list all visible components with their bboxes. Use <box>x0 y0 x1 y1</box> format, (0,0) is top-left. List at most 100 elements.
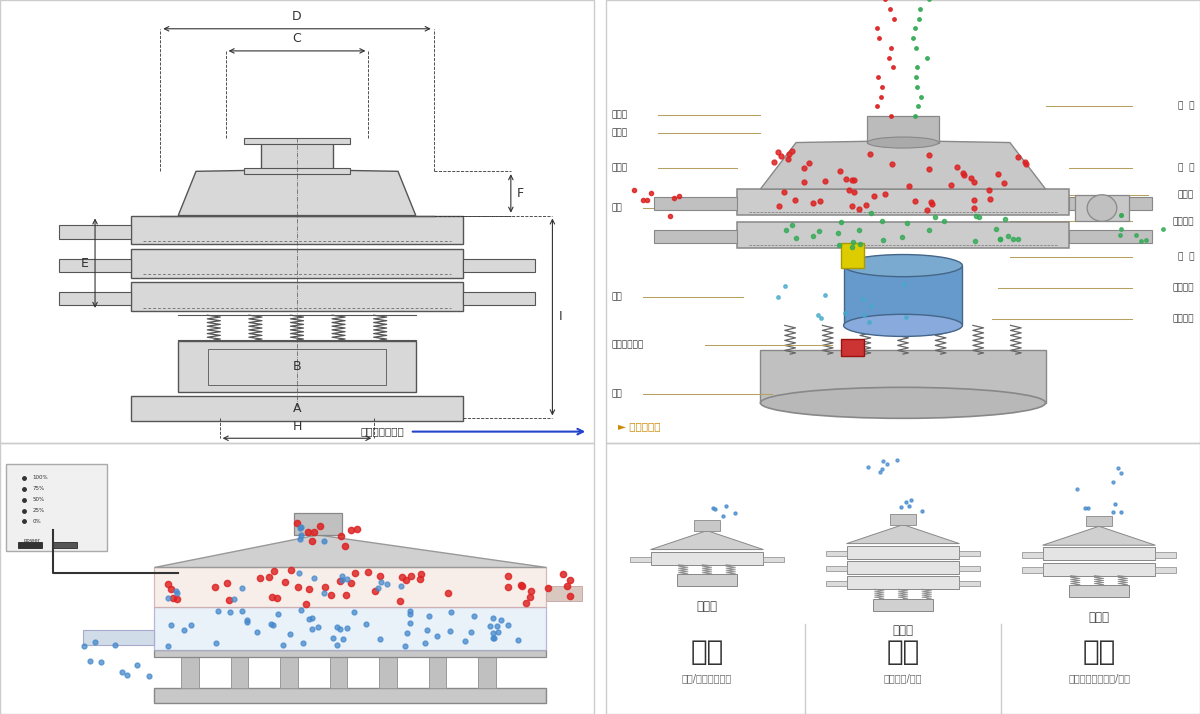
Text: 机座: 机座 <box>612 389 623 398</box>
Bar <box>874 598 932 611</box>
Text: 50%: 50% <box>32 497 44 502</box>
Bar <box>60 226 131 238</box>
Text: I: I <box>558 311 562 323</box>
Bar <box>155 650 546 657</box>
Text: 出料口: 出料口 <box>612 164 628 173</box>
Bar <box>155 568 546 607</box>
Bar <box>654 230 737 243</box>
Bar <box>155 607 546 650</box>
Text: E: E <box>82 256 89 270</box>
Bar <box>1043 548 1156 560</box>
Ellipse shape <box>844 314 962 336</box>
Text: 单层式: 单层式 <box>696 600 718 613</box>
Text: 三层式: 三层式 <box>893 625 913 638</box>
Text: power: power <box>24 538 41 543</box>
Bar <box>846 545 960 559</box>
Bar <box>330 657 348 688</box>
Bar <box>630 557 650 562</box>
Bar <box>131 248 463 278</box>
Ellipse shape <box>868 137 938 148</box>
Bar <box>846 561 960 574</box>
Bar <box>280 657 298 688</box>
Text: 下部重锤: 下部重锤 <box>1172 314 1194 323</box>
Bar <box>841 243 864 268</box>
Text: 分级: 分级 <box>690 638 724 666</box>
Bar <box>1043 563 1156 575</box>
Bar <box>654 197 737 210</box>
Bar <box>379 657 397 688</box>
Bar <box>1075 195 1129 221</box>
Bar <box>60 258 131 272</box>
Bar <box>650 552 763 565</box>
Bar <box>960 581 980 586</box>
Bar <box>960 566 980 571</box>
Text: 颟粒/粉末准确分级: 颟粒/粉末准确分级 <box>682 673 732 683</box>
Ellipse shape <box>761 387 1045 418</box>
Text: 加重块: 加重块 <box>1178 190 1194 199</box>
Polygon shape <box>761 141 1045 189</box>
Text: 筛  网: 筛 网 <box>1177 101 1194 111</box>
Bar <box>6 464 107 551</box>
Bar <box>1069 585 1129 598</box>
Bar <box>60 292 131 305</box>
Bar <box>1022 568 1043 573</box>
Ellipse shape <box>844 255 962 276</box>
Text: 去除异物/结块: 去除异物/结块 <box>883 673 923 683</box>
Text: C: C <box>293 32 301 45</box>
Bar <box>868 116 938 143</box>
Text: A: A <box>293 402 301 415</box>
Bar <box>1086 516 1112 526</box>
Bar <box>844 266 962 326</box>
Bar <box>294 513 342 535</box>
Text: 束环: 束环 <box>612 203 623 213</box>
Bar <box>428 657 446 688</box>
Text: F: F <box>517 187 524 200</box>
Text: 振动电机: 振动电机 <box>1172 283 1194 292</box>
Bar <box>1069 197 1152 210</box>
Bar <box>18 542 42 548</box>
Polygon shape <box>650 531 763 550</box>
Bar <box>546 586 582 601</box>
Text: D: D <box>292 10 302 23</box>
Bar <box>230 657 248 688</box>
Text: 防尘盖: 防尘盖 <box>612 129 628 137</box>
Bar <box>846 576 960 589</box>
Text: 外形尺寸示意图: 外形尺寸示意图 <box>360 426 404 437</box>
Bar <box>677 574 737 586</box>
Text: 弹簧: 弹簧 <box>612 292 623 301</box>
Bar <box>208 349 386 385</box>
Text: ► 结构示意图: ► 结构示意图 <box>618 421 660 431</box>
Bar <box>244 138 350 144</box>
Text: 25%: 25% <box>32 508 44 513</box>
Text: 筛  盘: 筛 盘 <box>1177 252 1194 261</box>
Ellipse shape <box>1087 195 1117 221</box>
Bar <box>244 168 350 174</box>
Text: 100%: 100% <box>32 476 48 481</box>
Polygon shape <box>178 169 415 216</box>
Bar <box>737 189 1069 215</box>
Bar <box>1069 230 1152 243</box>
Bar <box>763 557 785 562</box>
Bar <box>1156 553 1176 558</box>
Bar <box>181 657 199 688</box>
Bar <box>178 341 415 392</box>
Text: 进料口: 进料口 <box>612 111 628 120</box>
Text: 75%: 75% <box>32 486 44 491</box>
Bar <box>826 581 846 586</box>
Bar <box>1022 553 1043 558</box>
Bar <box>83 630 155 645</box>
Bar <box>262 141 332 171</box>
Bar <box>54 542 77 548</box>
Text: 上部重锤: 上部重锤 <box>1172 217 1194 226</box>
Bar <box>694 521 720 531</box>
Bar <box>478 657 496 688</box>
Bar <box>131 282 463 311</box>
Bar <box>155 688 546 703</box>
Text: 双层式: 双层式 <box>1088 611 1110 624</box>
Bar <box>737 222 1069 248</box>
Bar <box>131 216 463 244</box>
Polygon shape <box>155 535 546 568</box>
Text: 除杂: 除杂 <box>1082 638 1116 666</box>
Text: H: H <box>293 420 301 433</box>
Bar <box>826 550 846 556</box>
